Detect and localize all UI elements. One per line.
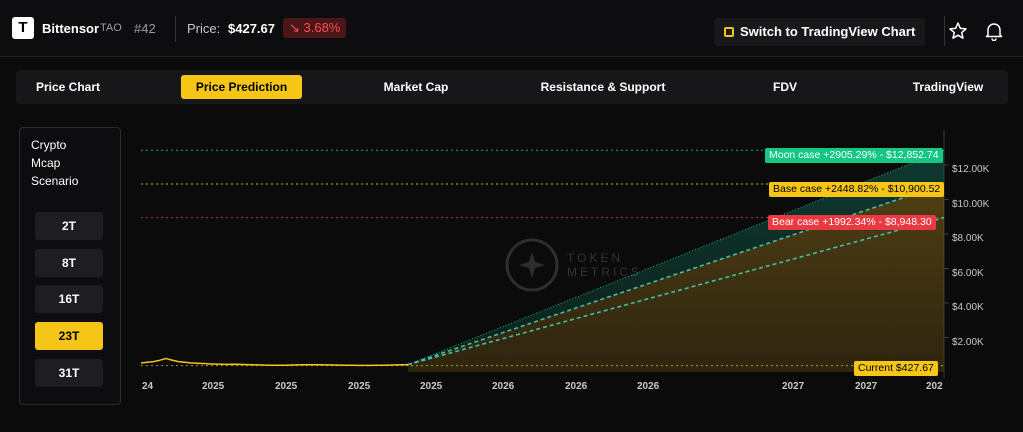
token-metrics-logo-icon [505, 238, 559, 292]
scenario-title-line: Mcap [31, 156, 61, 170]
bear-case-tag: Bear case +1992.34% - $8,948.30 [768, 215, 936, 230]
moon-case-tag: Moon case +2905.29% - $12,852.74 [765, 148, 943, 163]
chart-icon [724, 27, 734, 37]
scenario-option-23t[interactable]: 23T [35, 322, 103, 350]
scenario-panel-title: Crypto Mcap Scenario [31, 136, 78, 190]
x-tick-label: 2025 [420, 381, 443, 392]
tab-fdv[interactable]: FDV [773, 80, 797, 94]
x-tick-label: 2027 [782, 381, 805, 392]
bear-case-projection [407, 216, 945, 366]
price-history-line [140, 357, 409, 367]
tab-price-prediction[interactable]: Price Prediction [181, 75, 302, 99]
switch-tradingview-button[interactable]: Switch to TradingView Chart [714, 18, 926, 46]
header-divider [175, 16, 176, 42]
x-tick-label: 2025 [202, 381, 225, 392]
scenario-option-2t[interactable]: 2T [35, 212, 103, 240]
bell-icon[interactable] [981, 18, 1007, 44]
token-ticker: TAO [100, 22, 122, 34]
scenario-option-8t[interactable]: 8T [35, 249, 103, 277]
x-tick-label: 202 [926, 381, 943, 392]
header-bar: T Bittensor TAO #42 Price: $427.67 ↘ 3.6… [0, 0, 1023, 57]
scenario-option-16t[interactable]: 16T [35, 285, 103, 313]
header-divider-right [944, 16, 945, 46]
current-price-tag: Current $427.67 [854, 361, 938, 376]
base-case-projection [407, 183, 945, 366]
scenario-title-line: Crypto [31, 138, 67, 152]
scenario-option-31t[interactable]: 31T [35, 359, 103, 387]
tab-resistance-support[interactable]: Resistance & Support [540, 80, 666, 94]
tab-market-cap[interactable]: Market Cap [383, 80, 449, 94]
x-tick-label: 24 [142, 381, 154, 392]
y-tick-label: $6.00K [952, 268, 984, 279]
base-case-area [408, 183, 944, 372]
x-tick-label: 2026 [492, 381, 515, 392]
x-tick-label: 2025 [275, 381, 298, 392]
watermark: TOKEN METRICS [505, 238, 642, 292]
x-tick-label: 2025 [348, 381, 371, 392]
watermark-line1: TOKEN [567, 251, 624, 265]
scenario-panel: Crypto Mcap Scenario 2T 8T 16T 23T 31T [19, 127, 121, 405]
tab-tradingview[interactable]: TradingView [912, 80, 984, 94]
token-rank: #42 [134, 21, 156, 36]
price-change-badge: ↘ 3.68% [283, 18, 347, 38]
y-tick-label: $2.00K [952, 337, 984, 348]
x-tick-label: 2027 [855, 381, 878, 392]
moon-case-projection [407, 149, 945, 366]
y-tick-label: $12.00K [952, 164, 990, 175]
x-tick-label: 2026 [565, 381, 588, 392]
y-tick-label: $8.00K [952, 233, 984, 244]
price-value: $427.67 [228, 21, 275, 36]
y-tick-label: $10.00K [952, 199, 990, 210]
price-label: Price: [187, 21, 221, 36]
x-tick-label: 2026 [637, 381, 660, 392]
tab-price-chart[interactable]: Price Chart [35, 80, 101, 94]
star-icon[interactable] [945, 18, 971, 44]
y-tick-label: $4.00K [952, 302, 984, 313]
token-name: Bittensor [42, 21, 100, 36]
base-case-tag: Base case +2448.82% - $10,900.52 [769, 182, 945, 197]
watermark-line2: METRICS [567, 265, 642, 279]
switch-tradingview-label: Switch to TradingView Chart [740, 24, 916, 39]
token-logo: T [12, 17, 34, 39]
tab-bar: Price Chart Price Prediction Market Cap … [16, 70, 1008, 104]
scenario-title-line: Scenario [31, 174, 79, 188]
